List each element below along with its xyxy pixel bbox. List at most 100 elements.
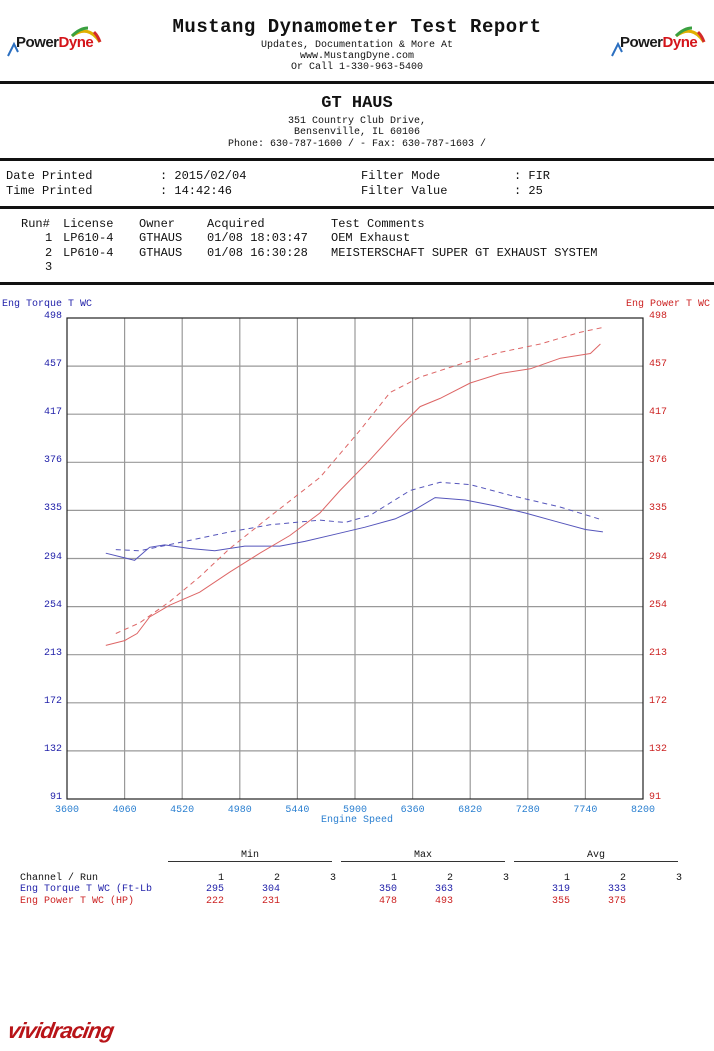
shop-address-1: 351 Country Club Drive, [287,116,427,127]
vividracing-logo: vividracing [5,1018,116,1043]
divider [514,861,678,862]
group-max-label: Max [413,850,432,861]
shop-phone: Phone: 630-787-1600 / - Fax: 630-787-160… [227,139,487,150]
run-header: 1 [390,873,397,884]
header-line-phone: Or Call 1-330-963-5400 [290,62,424,73]
x-tick: 6360 [400,805,425,816]
stats-row-power-label: Eng Power T WC (HP) [20,896,135,907]
x-tick: 7280 [515,805,540,816]
logo-text-power: Power [620,34,663,51]
stat-value: 478 [378,896,397,907]
col-header-license: License [63,217,114,231]
stat-value: 493 [434,896,453,907]
y-tick-right: 457 [649,359,668,371]
run-number: 1 [45,231,53,245]
powerdyne-logo-right: PowerDyne [608,22,708,62]
series-line [115,481,604,552]
y-tick-left: 417 [43,407,62,419]
run-number: 2 [45,246,53,260]
y-tick-right: 335 [649,503,668,515]
divider [0,206,714,209]
stats-row-torque-label: Eng Torque T WC (Ft-Lb [20,884,153,895]
run-header: 3 [502,873,509,884]
y-tick-right: 172 [649,695,668,707]
powerdyne-logo-left: PowerDyne [4,22,104,62]
y-axis-right-title: Eng Power T WC [625,299,710,310]
y-tick-right: 254 [649,599,668,611]
header-line-updates: Updates, Documentation & More At [260,40,454,51]
run-header: 2 [446,873,453,884]
run-header: 2 [273,873,280,884]
series-line [105,497,603,561]
header-line-website: www.MustangDyne.com [299,51,415,62]
run-header: 2 [619,873,626,884]
y-tick-left: 376 [43,455,62,467]
stat-value: 363 [434,884,453,895]
y-tick-left: 91 [49,792,62,803]
run-number: 3 [45,260,53,274]
dyno-chart [66,317,644,800]
filter-value-value: : 25 [514,184,543,198]
logo-arc-icon [611,26,706,57]
run-license: LP610-4 [63,246,114,260]
divider [0,158,714,161]
col-header-owner: Owner [139,217,176,231]
filter-value-label: Filter Value [361,184,448,198]
stat-value: 222 [205,896,224,907]
col-header-run: Run# [21,217,50,231]
run-owner: GTHAUS [139,231,183,245]
y-tick-left: 213 [43,647,62,659]
run-acquired: 01/08 16:30:28 [207,246,308,260]
filter-mode-value: : FIR [514,169,551,183]
channel-run-header: Channel / Run [20,873,99,884]
logo-text-power: Power [16,34,59,51]
x-tick: 7740 [573,805,598,816]
x-tick: 3600 [54,805,79,816]
y-tick-right: 498 [649,311,668,322]
run-license: LP610-4 [63,231,114,245]
date-printed-value: : 2015/02/04 [160,169,247,183]
y-tick-left: 294 [43,551,62,563]
group-min-label: Min [240,850,259,861]
x-tick: 4520 [170,805,195,816]
y-tick-left: 172 [43,695,62,707]
col-header-acquired: Acquired [207,217,265,231]
series-line [105,343,601,646]
stat-value: 231 [261,896,280,907]
x-tick: 8200 [630,805,655,816]
stat-value: 375 [607,896,626,907]
time-printed-label: Time Printed [6,184,93,198]
stat-value: 304 [261,884,280,895]
run-acquired: 01/08 18:03:47 [207,231,308,245]
group-avg-label: Avg [586,850,605,861]
run-header: 3 [675,873,682,884]
x-axis-title: Engine Speed [320,815,393,826]
plot-frame [66,317,644,800]
time-printed-value: : 14:42:46 [160,184,233,198]
x-tick: 5440 [285,805,310,816]
stat-value: 319 [551,884,570,895]
y-tick-right: 376 [649,455,668,467]
divider [0,81,714,84]
shop-address-2: Bensenville, IL 60106 [293,127,421,138]
y-axis-left-title: Eng Torque T WC [2,299,93,310]
report-title: Mustang Dynamometer Test Report [172,16,542,38]
stat-value: 350 [378,884,397,895]
logo-text-dyne: Dyne [662,34,698,51]
y-tick-left: 254 [43,599,62,611]
y-tick-left: 498 [43,311,62,322]
run-header: 1 [217,873,224,884]
run-comment: OEM Exhaust [331,231,411,245]
series-line [115,327,604,634]
y-tick-right: 294 [649,551,668,563]
col-header-comments: Test Comments [331,217,425,231]
x-tick: 6820 [458,805,483,816]
stat-value: 333 [607,884,626,895]
run-comment: MEISTERSCHAFT SUPER GT EXHAUST SYSTEM [331,246,598,260]
y-tick-right: 417 [649,407,668,419]
run-owner: GTHAUS [139,246,183,260]
divider [341,861,505,862]
x-tick: 4060 [112,805,137,816]
run-header: 1 [563,873,570,884]
y-tick-left: 457 [43,359,62,371]
